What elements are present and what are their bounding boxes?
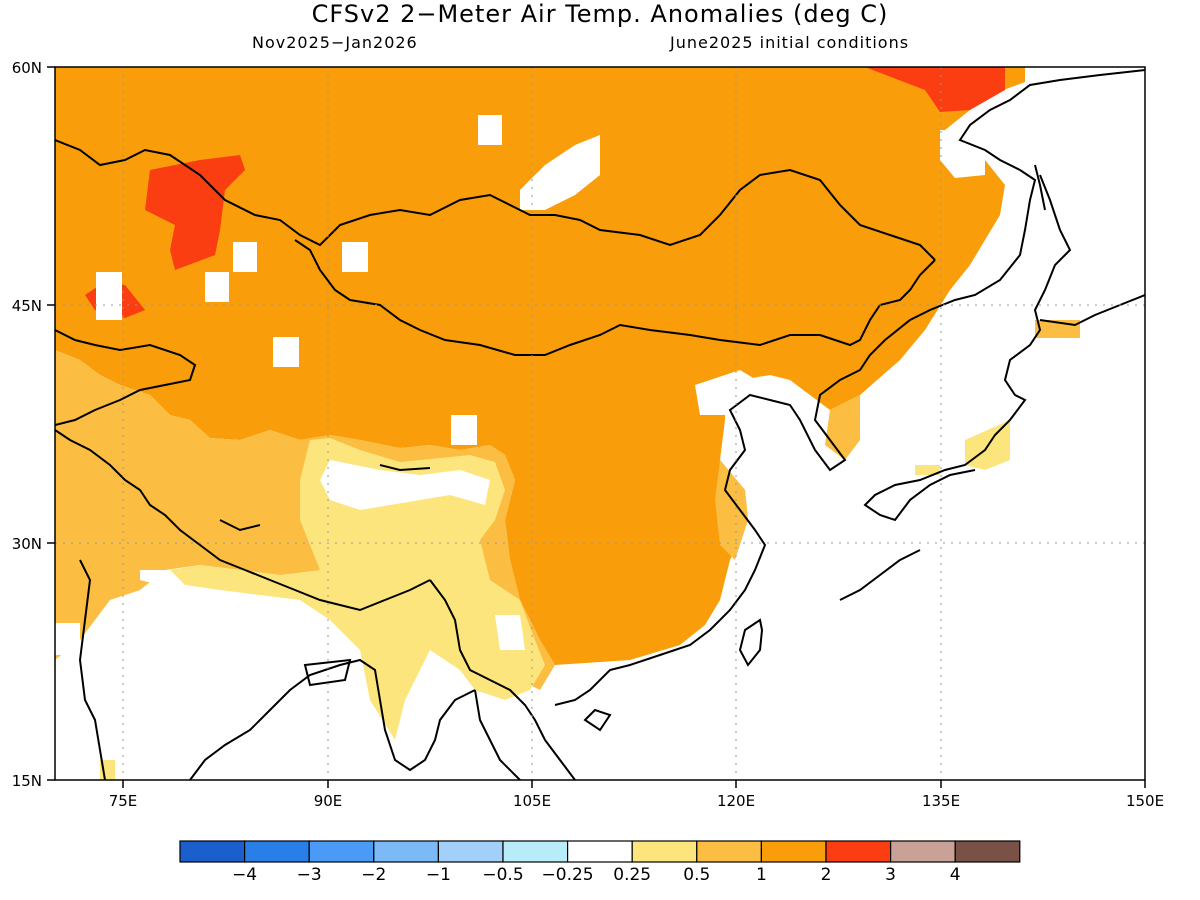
colorbar-swatch [373, 840, 439, 863]
axis-ticks [47, 66, 1146, 788]
colorbar-swatch [889, 840, 956, 863]
colorbar-swatch [954, 840, 1021, 863]
coastlines [55, 69, 1145, 780]
colorbar-label: −1 [426, 865, 451, 885]
lon-label-120e: 120E [717, 792, 755, 810]
colorbar-label: −4 [232, 865, 257, 885]
colorbar-label: 1 [756, 865, 767, 885]
gridlines [55, 67, 1145, 780]
colorbar-label: −2 [361, 865, 386, 885]
colorbar-swatch [437, 840, 504, 863]
colorbar-label: 2 [821, 865, 832, 885]
anomaly-region-2-to-3 [145, 155, 245, 270]
forecast-period: Nov2025−Jan2026 [252, 33, 418, 52]
anomaly-region-0-25-to-0-5 [170, 438, 545, 740]
colorbar-label: −3 [297, 865, 322, 885]
lat-label-30n: 30N [12, 535, 42, 553]
lat-label-45n: 45N [12, 297, 42, 315]
colorbar-label: 3 [885, 865, 896, 885]
colorbar-swatch [631, 840, 698, 863]
colorbar-label: 4 [950, 865, 961, 885]
colorbar: −4 −3 −2 −1 −0.5 −0.25 0.25 0.5 1 2 3 4 [179, 840, 1021, 885]
lat-label-60n: 60N [12, 59, 42, 77]
map-frame [54, 66, 1146, 781]
lon-label-90e: 90E [314, 792, 343, 810]
anomaly-region-1-to-2 [55, 67, 1025, 665]
lon-label-75e: 75E [109, 792, 138, 810]
colorbar-swatch [696, 840, 762, 863]
lon-label-150e: 150E [1126, 792, 1164, 810]
colorbar-swatch [308, 840, 375, 863]
colorbar-label: −0.25 [542, 865, 594, 885]
colorbar-swatch [502, 840, 569, 863]
initial-conditions: June2025 initial conditions [670, 33, 910, 52]
colorbar-label: −0.5 [482, 865, 523, 885]
colorbar-label: 0.5 [683, 865, 710, 885]
colorbar-swatch [244, 840, 310, 863]
colorbar-label: 0.25 [613, 865, 651, 885]
anomaly-field [55, 67, 1145, 780]
colorbar-swatch [179, 840, 246, 863]
colorbar-swatch [566, 840, 633, 863]
map-title: CFSv2 2−Meter Air Temp. Anomalies (deg C… [311, 0, 889, 28]
lon-label-135e: 135E [922, 792, 960, 810]
colorbar-swatch [825, 840, 892, 863]
lon-label-105e: 105E [513, 792, 551, 810]
colorbar-swatch [760, 840, 827, 863]
lat-label-15n: 15N [12, 772, 42, 790]
